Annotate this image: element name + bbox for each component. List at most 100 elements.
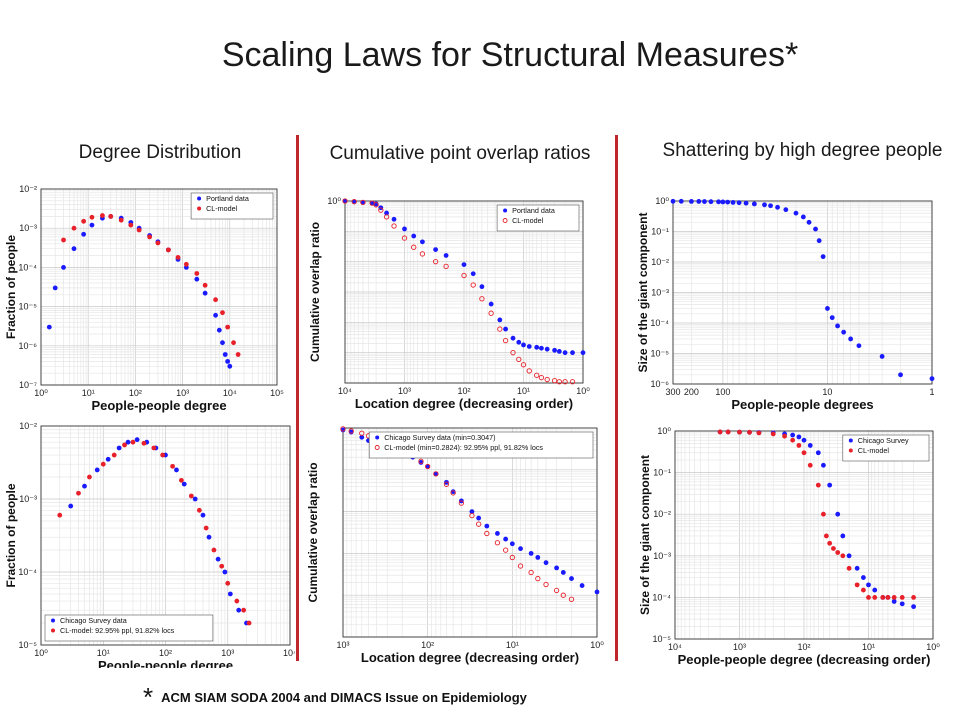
data-point [539, 345, 544, 351]
data-point [835, 550, 841, 555]
data-point [717, 429, 723, 435]
data-point [793, 210, 799, 216]
data-point [762, 202, 767, 208]
series-1 [57, 439, 252, 626]
data-point [450, 490, 456, 496]
data-point [521, 342, 526, 348]
data-point [815, 482, 821, 488]
data-point [872, 587, 878, 593]
column-title-overlap-ratios: Cumulative point overlap ratios [329, 143, 591, 164]
data-point [470, 271, 476, 277]
data-point [502, 337, 509, 344]
x-tick-label: 10³ [398, 386, 411, 396]
data-point [188, 493, 194, 499]
data-point [528, 569, 534, 576]
y-tick-label: 10⁻³ [19, 494, 37, 504]
data-point [806, 219, 812, 225]
data-point [807, 443, 813, 448]
series-1 [61, 213, 241, 357]
y-tick-label: 10⁰ [655, 196, 669, 206]
data-point [747, 429, 752, 435]
data-point [194, 271, 200, 276]
x-tick-label: 10⁵ [270, 388, 284, 398]
data-point [725, 429, 731, 435]
data-point [369, 200, 375, 206]
legend-marker [197, 206, 202, 211]
plot-grid [40, 189, 277, 386]
data-point [202, 282, 208, 288]
y-tick-label: 10⁻⁵ [19, 302, 38, 312]
y-tick-label: 10⁻⁵ [653, 634, 672, 644]
data-point [196, 507, 202, 513]
data-point [225, 324, 231, 330]
data-point [516, 339, 522, 345]
data-point [425, 464, 431, 469]
data-point [425, 463, 431, 470]
legend-entry: Chicago Survey data [60, 616, 127, 625]
data-point [155, 240, 161, 246]
legend-entry: CL-model [858, 446, 890, 455]
data-point [213, 312, 218, 318]
legend-marker [197, 196, 202, 201]
data-point [227, 591, 233, 597]
data-point [528, 551, 534, 556]
y-axis-label: Fraction of people [4, 235, 18, 339]
plot-frame [674, 430, 934, 640]
data-point [569, 379, 576, 385]
footnote: * ACM SIAM SODA 2004 and DIMACS Issue on … [143, 682, 527, 713]
x-tick-label: 10⁰ [34, 648, 48, 658]
y-tick-label: 10⁻⁶ [651, 379, 670, 389]
data-point [503, 536, 509, 542]
data-point [206, 534, 212, 540]
data-point [736, 200, 742, 206]
data-point [236, 607, 242, 613]
data-point [854, 582, 860, 588]
data-point [503, 326, 508, 332]
data-point [856, 343, 862, 349]
data-point [89, 222, 95, 228]
data-point [479, 284, 485, 290]
data-point [122, 442, 127, 448]
data-point [183, 261, 189, 267]
column-divider-left [296, 135, 299, 661]
data-point [136, 227, 142, 233]
data-point [71, 246, 77, 252]
data-point [419, 251, 426, 257]
data-point [359, 430, 365, 436]
y-tick-label: 10⁻⁶ [19, 341, 38, 351]
y-axis-label: Size of the giant component [638, 455, 652, 615]
data-point [178, 477, 184, 483]
data-point [911, 595, 916, 600]
legend-entry: CL-model [206, 204, 238, 213]
data-point [551, 377, 558, 384]
legend-entry: Portland data [512, 206, 555, 215]
data-point [220, 310, 225, 316]
data-point [552, 347, 558, 353]
series-0 [342, 198, 586, 356]
data-point [730, 199, 736, 205]
x-tick-label: 10³ [221, 648, 234, 658]
data-point [402, 226, 407, 232]
data-point [411, 244, 417, 250]
data-point [151, 445, 157, 451]
legend-box [190, 192, 274, 220]
plot-grid [345, 201, 584, 384]
data-point [569, 576, 574, 581]
data-point [222, 569, 228, 575]
data-point [52, 285, 58, 291]
data-point [89, 214, 95, 220]
data-point [891, 599, 897, 604]
data-point [401, 235, 408, 241]
data-point [570, 350, 575, 356]
data-point [200, 512, 206, 518]
legend-box [368, 431, 594, 459]
data-point [815, 450, 821, 456]
data-point [790, 432, 796, 438]
data-point [840, 553, 846, 559]
legend-marker [503, 208, 508, 213]
legend-box [842, 434, 930, 462]
series-0 [340, 427, 600, 595]
legend-box [496, 204, 580, 232]
data-point [118, 217, 124, 223]
